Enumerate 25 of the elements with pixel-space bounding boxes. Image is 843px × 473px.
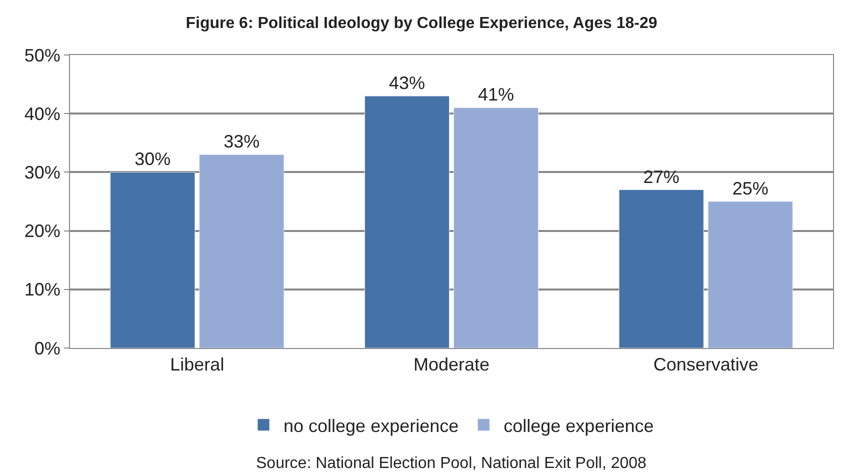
bar	[708, 201, 793, 348]
x-tick-label: Conservative	[653, 354, 758, 375]
source-note: Source: National Election Pool, National Exit Poll, 2008	[256, 455, 647, 472]
data-label: 30%	[134, 149, 171, 170]
chart-title: Figure 6: Political Ideology by College Experience, Ages 18-29	[186, 14, 658, 32]
legend-label: college experience	[504, 416, 654, 436]
y-tick-label: 50%	[24, 45, 60, 66]
data-label: 27%	[643, 166, 680, 187]
y-tick-label: 20%	[24, 221, 60, 242]
data-label: 33%	[224, 132, 260, 152]
data-label: 43%	[388, 73, 426, 94]
bar	[110, 172, 196, 348]
y-tick-label: 0%	[34, 338, 60, 358]
data-label: 25%	[732, 178, 768, 198]
x-tick-label: Moderate	[413, 354, 490, 375]
bar	[453, 107, 539, 348]
y-tick-label: 40%	[24, 104, 60, 124]
y-tick-label: 10%	[24, 280, 60, 300]
bar	[199, 154, 284, 348]
bar	[364, 96, 450, 348]
y-tick-label: 30%	[24, 162, 60, 182]
bar	[618, 190, 704, 348]
legend-label: no college experience	[284, 416, 459, 436]
data-label: 41%	[478, 84, 514, 105]
x-tick-label: Liberal	[170, 354, 224, 375]
